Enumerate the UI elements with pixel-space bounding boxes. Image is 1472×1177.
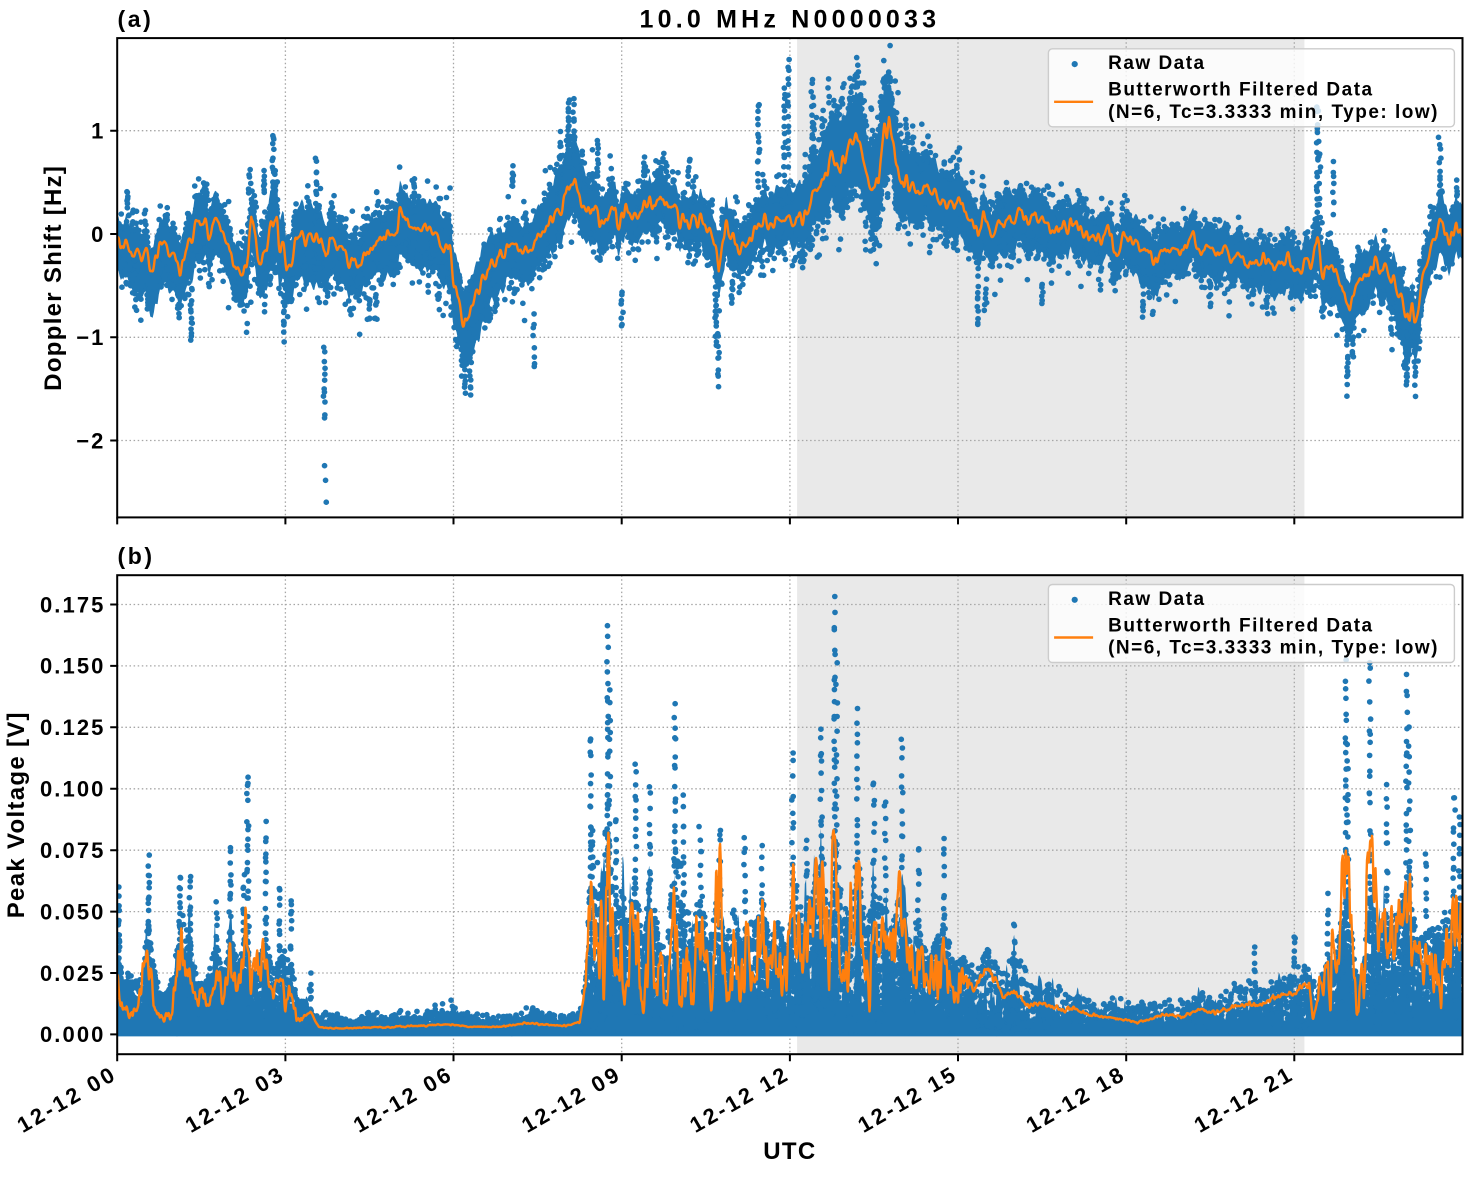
svg-text:0.075: 0.075 [40, 838, 106, 863]
svg-text:Doppler Shift [Hz]: Doppler Shift [Hz] [40, 165, 67, 391]
svg-text:0.125: 0.125 [40, 715, 106, 740]
svg-text:(N=6, Tc=3.3333 min, Type: low: (N=6, Tc=3.3333 min, Type: low) [1108, 638, 1439, 659]
svg-text:Raw Data: Raw Data [1108, 53, 1206, 74]
svg-text:0.050: 0.050 [40, 899, 106, 924]
svg-text:(a): (a) [118, 6, 154, 32]
svg-text:0: 0 [91, 222, 105, 247]
svg-text:(b): (b) [118, 543, 155, 569]
svg-text:Butterworth Filtered Data: Butterworth Filtered Data [1108, 80, 1374, 101]
svg-text:10.0 MHz N0000033: 10.0 MHz N0000033 [640, 6, 941, 34]
svg-text:(N=6, Tc=3.3333 min, Type: low: (N=6, Tc=3.3333 min, Type: low) [1108, 102, 1439, 123]
svg-text:Raw Data: Raw Data [1108, 589, 1206, 610]
svg-text:0.100: 0.100 [40, 777, 106, 802]
svg-text:−1: −1 [76, 325, 105, 350]
svg-text:1: 1 [91, 119, 105, 144]
svg-text:0.175: 0.175 [40, 592, 106, 617]
svg-text:UTC: UTC [763, 1138, 816, 1165]
svg-text:0.025: 0.025 [40, 961, 106, 986]
svg-text:−2: −2 [76, 428, 105, 453]
svg-text:Peak Voltage [V]: Peak Voltage [V] [3, 711, 30, 918]
svg-text:0.150: 0.150 [40, 654, 106, 679]
svg-text:0.000: 0.000 [40, 1022, 106, 1047]
svg-text:Butterworth Filtered Data: Butterworth Filtered Data [1108, 615, 1374, 636]
